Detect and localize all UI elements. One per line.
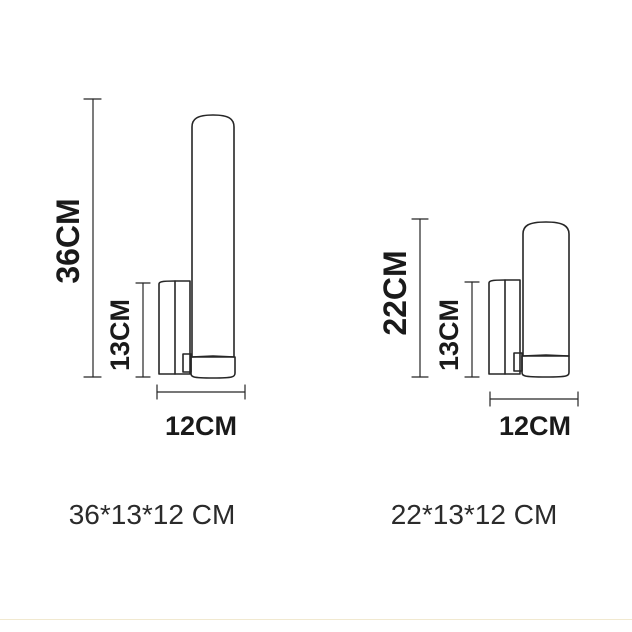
svg-text:36CM: 36CM — [50, 198, 86, 283]
svg-text:13CM: 13CM — [434, 299, 464, 371]
svg-text:36*13*12 CM: 36*13*12 CM — [69, 499, 236, 530]
svg-text:22*13*12 CM: 22*13*12 CM — [391, 499, 558, 530]
svg-text:12CM: 12CM — [499, 411, 571, 441]
svg-text:12CM: 12CM — [165, 411, 237, 441]
svg-text:13CM: 13CM — [105, 299, 135, 371]
svg-text:22CM: 22CM — [377, 250, 413, 335]
